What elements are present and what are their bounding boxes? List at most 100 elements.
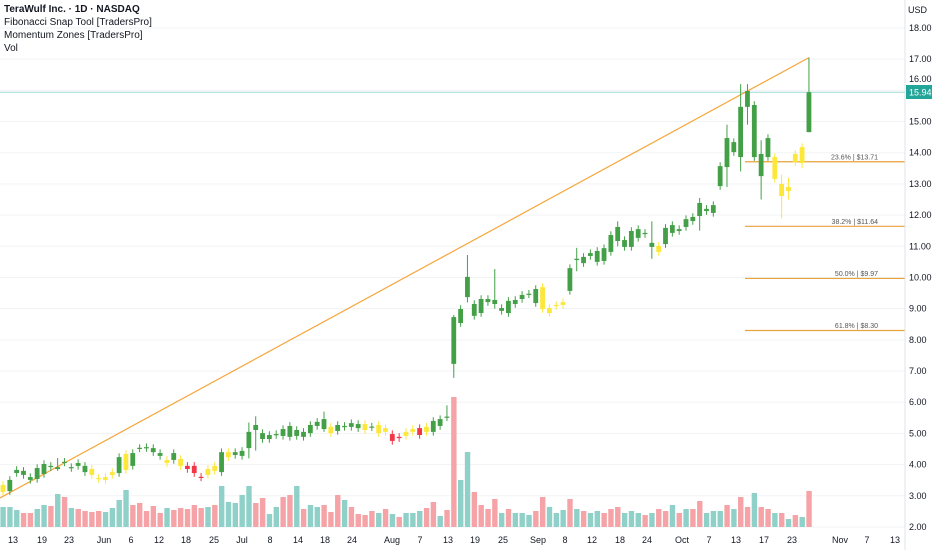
volume-bar xyxy=(676,513,682,527)
volume-bar xyxy=(772,513,778,527)
volume-bar xyxy=(307,505,314,527)
candle-body xyxy=(191,465,197,474)
price-tick-label: 14.00 xyxy=(909,148,932,158)
time-axis[interactable]: 13 19 23 Jun 6 12 18 25 Jul 8 14 18 24 Aug 7 13 19 25 Sep 8… xyxy=(8,535,900,545)
time-tick-label: Jul xyxy=(236,535,248,545)
candle-body xyxy=(683,219,689,227)
volume-bar xyxy=(697,501,703,527)
candle-body xyxy=(499,308,504,311)
candle-body xyxy=(567,268,573,291)
candle-body xyxy=(41,463,47,474)
candle-body xyxy=(27,477,33,480)
candle-body xyxy=(717,166,723,187)
volume-bar xyxy=(417,511,423,527)
volume-bar xyxy=(703,513,710,527)
candle-body xyxy=(792,153,798,163)
candle-body xyxy=(533,289,539,304)
volume-bar xyxy=(526,515,532,527)
candle-body xyxy=(622,240,627,247)
candle-body xyxy=(137,447,142,449)
volume-bar xyxy=(464,452,471,527)
volume-bar xyxy=(587,513,594,527)
volume-bar xyxy=(471,492,478,527)
candle-body xyxy=(574,258,580,260)
fib-label: 38.2% | $11.64 xyxy=(832,219,879,226)
volume-bar xyxy=(246,486,252,527)
candle-body xyxy=(478,299,484,314)
candle-body xyxy=(512,299,518,304)
volume-bar xyxy=(779,513,785,527)
candle-body xyxy=(437,419,443,426)
candle-body xyxy=(396,436,402,439)
volume-bar xyxy=(519,513,525,527)
volume-bar xyxy=(608,509,614,527)
volume-bar xyxy=(594,511,601,527)
time-tick-label: 7 xyxy=(417,535,422,545)
time-tick-label: 19 xyxy=(37,535,47,545)
price-tick-label: 12.00 xyxy=(909,210,932,220)
volume-bar xyxy=(376,513,382,527)
indicator-volume[interactable]: Vol xyxy=(4,43,18,54)
time-tick-label: 13 xyxy=(890,535,900,545)
volume-bar xyxy=(403,513,409,527)
time-tick-label: 8 xyxy=(267,535,272,545)
volume-bar xyxy=(751,493,758,527)
candle-body xyxy=(348,423,354,427)
candle-body xyxy=(335,425,341,431)
volume-bar xyxy=(806,491,812,527)
indicator-momentum-zones[interactable]: Momentum Zones [TradersPro] xyxy=(4,30,143,41)
candle-body xyxy=(758,153,764,177)
candle-body xyxy=(150,448,156,453)
candle-body xyxy=(144,447,149,449)
volume-bar xyxy=(656,509,662,527)
candle-body xyxy=(806,92,812,133)
time-tick-label: 7 xyxy=(864,535,869,545)
candle-body xyxy=(287,425,293,437)
candle-body xyxy=(55,467,61,469)
candle-body xyxy=(697,202,703,217)
candle-body xyxy=(7,479,13,492)
time-tick-label: Jun xyxy=(97,535,112,545)
volume-bar xyxy=(273,507,279,527)
symbol-title[interactable]: TeraWulf Inc. · 1D · NASDAQ xyxy=(4,4,140,15)
price-tick-label: 11.00 xyxy=(909,241,931,251)
time-tick-label: 24 xyxy=(642,535,652,545)
candle-body xyxy=(178,459,183,466)
volume-bar xyxy=(369,511,375,527)
candle-body xyxy=(656,245,662,252)
candle-body xyxy=(731,142,737,153)
indicator-fibonacci[interactable]: Fibonacci Snap Tool [TradersPro] xyxy=(4,17,152,28)
volume-bar xyxy=(157,513,163,527)
volume-bar xyxy=(184,509,191,527)
volume-bar xyxy=(738,497,744,527)
volume-bar xyxy=(355,514,361,527)
candle-body xyxy=(410,429,416,432)
volume-bar xyxy=(635,513,641,527)
volume-bar xyxy=(451,397,457,527)
candle-body xyxy=(751,104,757,158)
volume-bar xyxy=(123,490,129,527)
trendline[interactable] xyxy=(0,57,810,499)
volume-bar xyxy=(649,513,655,527)
candle-body xyxy=(649,242,655,247)
candle-body xyxy=(307,425,313,434)
last-price-value: 15.94 xyxy=(909,88,932,98)
volume-bar xyxy=(96,511,102,527)
time-tick-label: 24 xyxy=(347,535,357,545)
price-tick-label: 13.00 xyxy=(909,179,932,189)
price-tick-label: 3.00 xyxy=(909,491,927,501)
volume-bar xyxy=(690,509,696,527)
candle-body xyxy=(185,465,190,469)
volume-bar xyxy=(61,497,68,527)
volume-bar xyxy=(785,519,792,527)
time-tick-label: 25 xyxy=(498,535,508,545)
time-tick-label: 23 xyxy=(64,535,74,545)
volume-bar xyxy=(628,511,635,527)
candle-body xyxy=(451,317,457,364)
price-axis[interactable]: 18.00 17.00 16.00 15.00 14.00 13.00 12.00 11.00… xyxy=(909,23,932,532)
volume-bar xyxy=(580,511,587,527)
price-tick-label: 8.00 xyxy=(909,335,927,345)
price-tick-label: 17.00 xyxy=(909,54,932,64)
candle-body xyxy=(738,106,744,158)
